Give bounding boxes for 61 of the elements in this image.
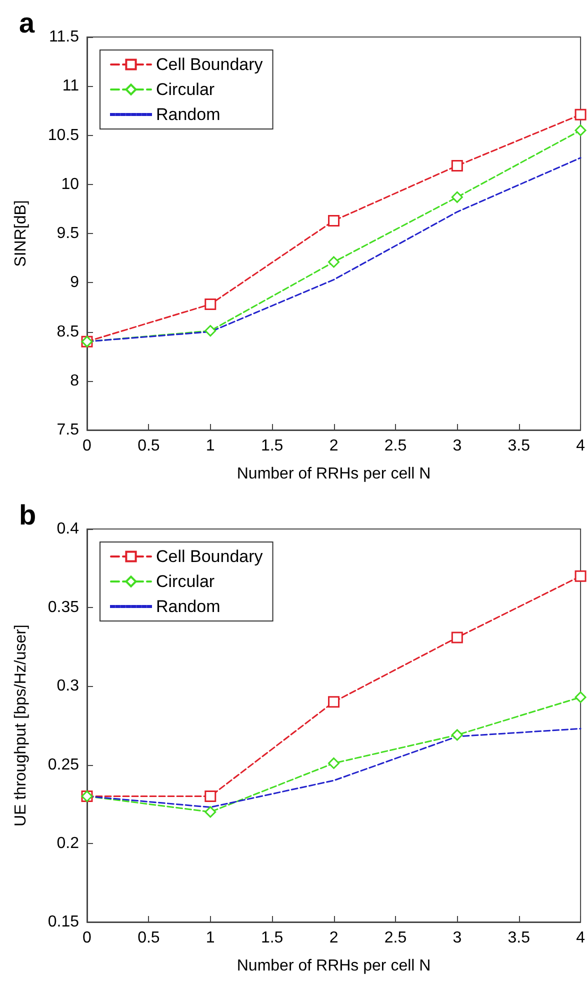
y-tick-label: 9 bbox=[70, 274, 80, 292]
x-tick-label: 2 bbox=[329, 930, 338, 946]
y-tick-label: 0.25 bbox=[48, 756, 80, 774]
point bbox=[451, 191, 463, 203]
y-tick-label: 0.2 bbox=[56, 834, 80, 852]
point bbox=[574, 691, 586, 703]
y-tick-label: 11 bbox=[62, 78, 80, 95]
point bbox=[328, 214, 340, 226]
x-tick-label: 2.5 bbox=[384, 930, 407, 946]
y-tick-label: 0.3 bbox=[56, 678, 80, 695]
y-tick-label: 0.35 bbox=[48, 599, 80, 616]
x-tick-label: 2.5 bbox=[384, 438, 407, 454]
chart-title: a bbox=[19, 8, 35, 38]
y-tick-label: 8.5 bbox=[56, 323, 80, 340]
point bbox=[204, 298, 216, 310]
y-tick-label: 0.15 bbox=[48, 914, 80, 930]
x-tick-label: 2 bbox=[329, 438, 338, 454]
legend-label: Cell Boundary bbox=[156, 547, 264, 566]
y-axis-title: SINR[dB] bbox=[12, 200, 30, 267]
x-tick-label: 0 bbox=[82, 438, 92, 454]
point bbox=[204, 806, 216, 818]
x-tick-label: 1.5 bbox=[260, 438, 284, 454]
x-tick-label: 0.5 bbox=[138, 930, 160, 946]
y-tick-label: 7.5 bbox=[56, 422, 80, 438]
point bbox=[328, 757, 340, 769]
x-tick-label: 1.5 bbox=[260, 930, 284, 946]
point bbox=[328, 696, 340, 708]
legend-label: Circular bbox=[156, 80, 215, 99]
y-tick-label: 9.5 bbox=[56, 225, 80, 242]
y-tick-label: 10 bbox=[61, 176, 80, 193]
y-tick-label: 11.5 bbox=[49, 28, 80, 46]
point bbox=[451, 160, 463, 172]
point bbox=[574, 124, 586, 136]
x-tick-label: 1 bbox=[206, 438, 215, 454]
legend-label: Random bbox=[156, 597, 220, 616]
y-tick-label: 10.5 bbox=[48, 126, 80, 144]
x-axis-title: Number of RRHs per cell N bbox=[236, 958, 431, 974]
x-tick-label: 4 bbox=[576, 930, 586, 946]
x-tick-label: 3 bbox=[452, 930, 462, 946]
legend-label: Circular bbox=[156, 572, 215, 591]
y-tick-label: 0.4 bbox=[56, 520, 80, 538]
x-tick-label: 3.5 bbox=[508, 930, 530, 946]
legend-label: Random bbox=[156, 105, 220, 124]
chart-title: b bbox=[19, 500, 36, 530]
point bbox=[204, 790, 216, 802]
x-tick-label: 1 bbox=[206, 930, 215, 946]
point bbox=[451, 632, 463, 644]
point bbox=[204, 325, 216, 337]
x-tick-label: 0.5 bbox=[138, 438, 160, 454]
x-tick-label: 0 bbox=[82, 930, 92, 946]
point bbox=[328, 256, 340, 268]
point bbox=[574, 108, 586, 120]
legend-label: Cell Boundary bbox=[156, 55, 264, 74]
point bbox=[451, 729, 463, 741]
x-tick-label: 4 bbox=[576, 438, 586, 454]
y-axis-title: UE throughput [bps/Hz/user] bbox=[12, 624, 30, 826]
x-tick-label: 3 bbox=[452, 438, 462, 454]
point bbox=[574, 570, 586, 582]
y-tick-label: 8 bbox=[70, 372, 80, 390]
x-tick-label: 3.5 bbox=[508, 438, 530, 454]
x-axis-title: Number of RRHs per cell N bbox=[236, 466, 431, 482]
